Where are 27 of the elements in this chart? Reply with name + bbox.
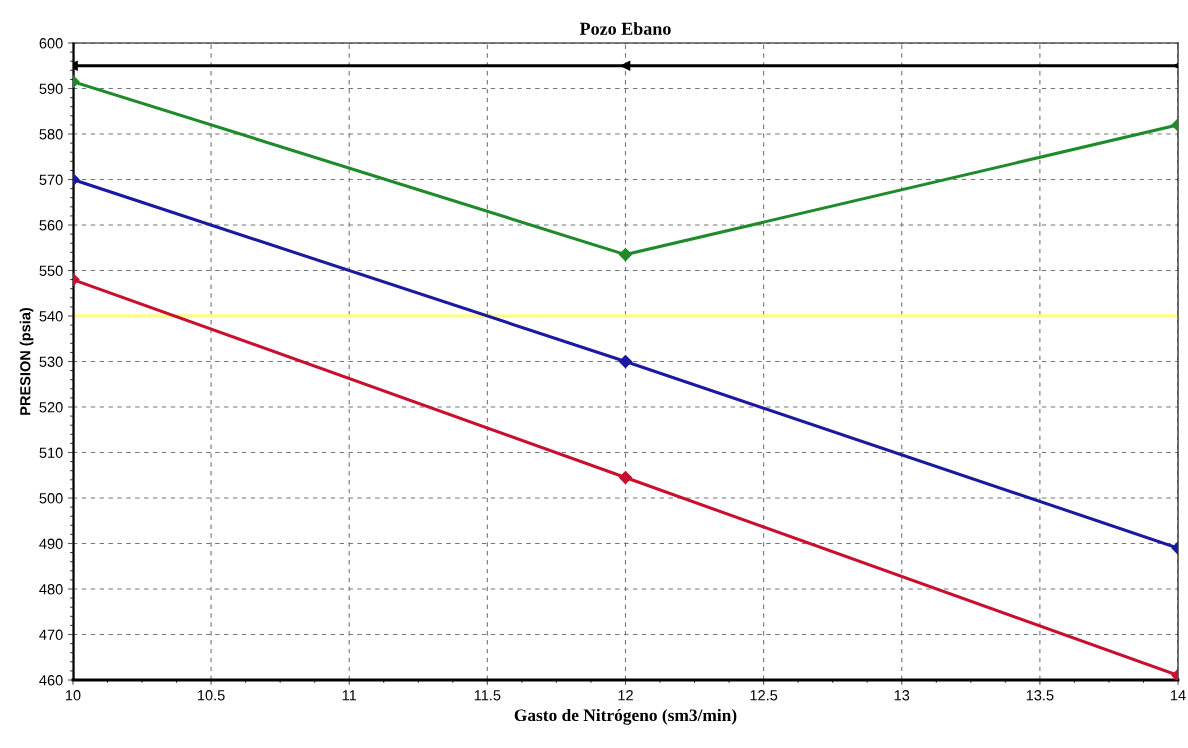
- y-tick-label: 560: [39, 220, 63, 231]
- y-axis-title: PRESION (psia): [19, 307, 34, 415]
- x-tick-label: 12: [618, 690, 633, 701]
- x-tick-label: 11: [342, 690, 357, 701]
- y-tick-label: 570: [39, 174, 63, 185]
- y-tick-label: 600: [39, 38, 63, 49]
- y-tick-label: 550: [39, 265, 63, 276]
- y-tick-label: 500: [39, 493, 63, 504]
- x-tick-label: 12.5: [750, 690, 778, 701]
- x-tick-label: 10: [65, 690, 81, 701]
- x-tick-label: 10.5: [198, 690, 225, 701]
- chart-title: Pozo Ebano: [579, 22, 671, 35]
- y-tick-label: 470: [39, 629, 63, 640]
- x-tick-label: 13: [894, 690, 910, 701]
- y-tick-label: 520: [39, 402, 63, 413]
- y-tick-label: 590: [39, 83, 63, 94]
- y-tick-label: 510: [39, 447, 63, 458]
- y-tick-label: 460: [39, 675, 63, 686]
- y-tick-label: 540: [39, 311, 63, 322]
- y-tick-label: 480: [39, 584, 63, 595]
- y-tick-label: 580: [39, 129, 63, 140]
- x-tick-label: 13.5: [1026, 690, 1054, 701]
- x-tick-label: 14: [1171, 690, 1186, 701]
- y-tick-label: 490: [39, 538, 63, 549]
- x-tick-label: 11.5: [474, 690, 501, 701]
- y-tick-label: 530: [39, 356, 63, 367]
- x-axis-title: Gasto de Nitrógeno (sm3/min): [514, 708, 737, 725]
